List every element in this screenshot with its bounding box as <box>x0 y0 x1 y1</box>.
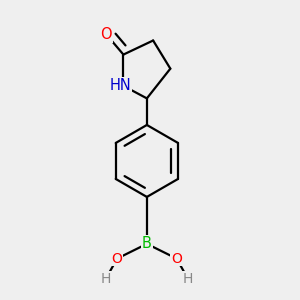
Text: H: H <box>100 272 111 286</box>
Text: B: B <box>142 236 152 251</box>
Text: O: O <box>171 252 182 266</box>
Text: H: H <box>183 272 194 286</box>
Text: O: O <box>100 27 112 42</box>
Text: O: O <box>112 252 123 266</box>
Text: HN: HN <box>110 78 131 93</box>
